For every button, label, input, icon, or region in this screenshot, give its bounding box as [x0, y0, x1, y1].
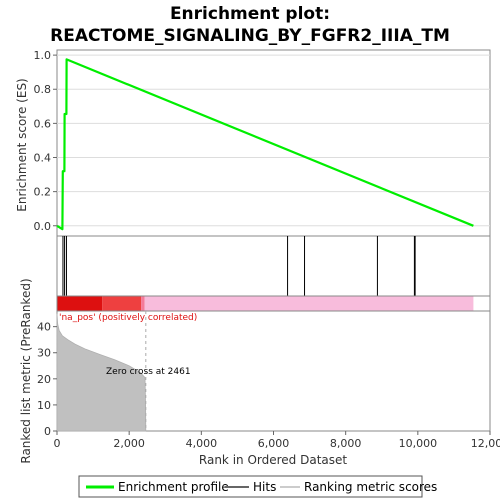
- x-tick-label-3: 6,000: [258, 437, 290, 450]
- es-y-tick-label-3: 0.6: [34, 117, 52, 130]
- ranking-bar-segment-2: [141, 296, 145, 311]
- metric-y-axis: 0 10 20 30 40: [37, 321, 57, 438]
- x-tick-label-1: 2,000: [113, 437, 145, 450]
- es-y-tick-label-2: 0.4: [34, 152, 52, 165]
- metric-y-tick-label-0: 0: [44, 425, 51, 438]
- es-y-tick-label-0: 0.0: [34, 220, 52, 233]
- es-y-tick-label-5: 1.0: [34, 49, 52, 62]
- zero-cross-label: Zero cross at 2461: [106, 367, 191, 377]
- metric-y-axis-label: Ranked list metric (PreRanked): [19, 278, 33, 463]
- metric-y-tick-label-4: 40: [37, 321, 51, 334]
- hits-panel-frame: [56, 235, 491, 297]
- x-axis-label: Rank in Ordered Dataset: [199, 453, 347, 467]
- x-tick-label-0: 0: [54, 437, 61, 450]
- ranking-bar-segment-1: [102, 296, 142, 311]
- legend-enrichment-label: Enrichment profile: [118, 480, 229, 494]
- enrichment-profile-line: [56, 58, 474, 231]
- x-tick-label-2: 4,000: [186, 437, 218, 450]
- chart-title-line2: REACTOME_SIGNALING_BY_FGFR2_IIIA_TM: [50, 26, 450, 46]
- x-tick-label-4: 8,000: [330, 437, 362, 450]
- metric-y-tick-label-1: 10: [37, 399, 51, 412]
- es-gridlines: [57, 54, 490, 227]
- ranking-metric-fill: [56, 313, 147, 432]
- metric-y-tick-label-3: 30: [37, 347, 51, 360]
- ranking-color-bar: [57, 296, 474, 311]
- ranking-bar-segment-3: [144, 296, 474, 311]
- es-y-tick-label-4: 0.8: [34, 83, 52, 96]
- es-y-axis-label: Enrichment score (ES): [15, 78, 29, 211]
- legend-hits-label: Hits: [253, 480, 276, 494]
- rank-x-axis: 0 2,000 4,000 6,000 8,000 10,000 12,000: [54, 431, 500, 450]
- enrichment-profile-polyline: [56, 58, 474, 231]
- hits-markers: [62, 236, 416, 296]
- legend-box: [78, 475, 423, 498]
- x-tick-label-6: 12,000: [471, 437, 500, 450]
- es-y-tick-label-1: 0.2: [34, 186, 52, 199]
- chart-title-line1: Enrichment plot:: [170, 4, 330, 24]
- x-tick-label-5: 10,000: [399, 437, 438, 450]
- positive-correlation-label: 'na_pos' (positively correlated): [59, 313, 197, 323]
- metric-y-tick-label-2: 20: [37, 373, 51, 386]
- ranking-metric-area: [56, 311, 147, 432]
- ranking-bar-segment-0: [57, 296, 103, 311]
- legend-ranking-label: Ranking metric scores: [304, 480, 437, 494]
- es-y-axis: 0.0 0.2 0.4 0.6 0.8 1.0: [34, 49, 57, 233]
